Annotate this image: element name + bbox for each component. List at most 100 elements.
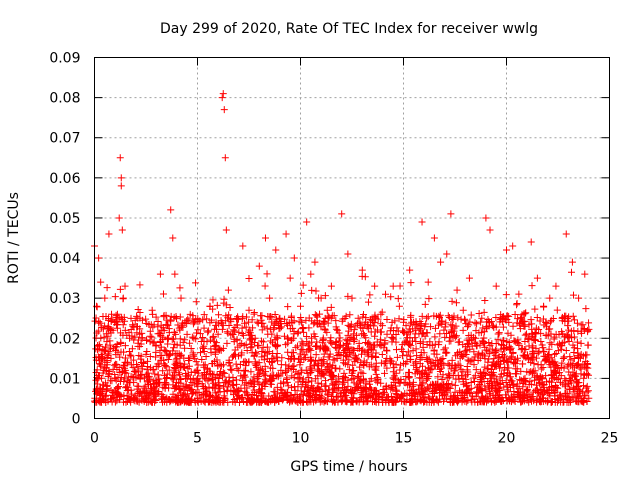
data-point [423, 329, 431, 337]
data-point [179, 323, 187, 331]
data-point [165, 329, 173, 337]
data-point [406, 328, 414, 336]
data-point [501, 364, 509, 372]
data-point [239, 242, 247, 250]
data-point [263, 343, 271, 351]
data-point [370, 322, 378, 330]
data-point [256, 386, 264, 394]
data-point [143, 337, 151, 345]
data-point [113, 361, 121, 369]
data-point [412, 358, 420, 366]
data-point [190, 388, 198, 396]
data-point [192, 279, 200, 287]
data-point [553, 398, 561, 406]
data-point [130, 336, 138, 344]
data-point [513, 319, 521, 327]
data-point [215, 375, 223, 383]
data-point [531, 336, 539, 344]
data-point [577, 365, 585, 373]
data-point [270, 388, 278, 396]
data-point [255, 359, 263, 367]
data-point [209, 396, 217, 404]
data-point [507, 331, 515, 339]
data-point [329, 356, 337, 364]
data-point [353, 373, 361, 381]
y-tick-label: 0 [72, 412, 81, 428]
data-point [338, 396, 346, 404]
data-point [496, 373, 504, 381]
data-point [183, 317, 191, 325]
data-point [320, 318, 328, 326]
data-point [227, 365, 235, 373]
data-point [517, 367, 525, 375]
data-point [172, 384, 180, 392]
data-point [277, 379, 285, 387]
data-point [121, 342, 129, 350]
data-point [127, 386, 135, 394]
data-point [383, 315, 391, 323]
data-point [428, 395, 436, 403]
data-point [296, 361, 304, 369]
data-point [277, 366, 285, 374]
data-point [342, 352, 350, 360]
data-point [326, 337, 334, 345]
data-point [378, 351, 386, 359]
data-point [366, 291, 374, 299]
data-point [159, 290, 167, 298]
data-point [289, 362, 297, 370]
data-point [207, 370, 215, 378]
data-point [335, 329, 343, 337]
data-point [235, 366, 243, 374]
data-point [172, 330, 180, 338]
data-point [569, 291, 577, 299]
data-point [198, 355, 206, 363]
data-point [289, 334, 297, 342]
data-point [242, 389, 250, 397]
data-point [416, 389, 424, 397]
data-point [127, 352, 135, 360]
data-point [552, 350, 560, 358]
data-point [251, 358, 259, 366]
data-point [209, 384, 217, 392]
data-point [550, 333, 558, 341]
data-point [378, 322, 386, 330]
data-point [408, 318, 416, 326]
data-point [321, 346, 329, 354]
data-point [405, 369, 413, 377]
data-point [371, 311, 379, 319]
data-point [117, 338, 125, 346]
data-point [568, 258, 576, 266]
data-point [356, 344, 364, 352]
data-point [549, 374, 557, 382]
data-point [94, 346, 102, 354]
data-point [97, 278, 105, 286]
data-point [451, 381, 459, 389]
data-point [308, 286, 316, 294]
data-point [195, 369, 203, 377]
data-point [371, 332, 379, 340]
data-point [326, 353, 334, 361]
data-point [261, 371, 269, 379]
data-point [257, 367, 265, 375]
data-point [548, 340, 556, 348]
data-point [533, 395, 541, 403]
data-point [212, 398, 220, 406]
data-point [322, 387, 330, 395]
data-point [452, 352, 460, 360]
data-point [156, 378, 164, 386]
data-point [585, 319, 593, 327]
data-point [133, 312, 141, 320]
data-point [94, 372, 102, 380]
data-point [348, 294, 356, 302]
data-point [264, 312, 272, 320]
data-point [372, 354, 380, 362]
data-point [176, 389, 184, 397]
data-point [312, 287, 320, 295]
data-point [149, 310, 157, 318]
data-point [363, 359, 371, 367]
data-point [404, 334, 412, 342]
data-point [98, 324, 106, 332]
data-point [573, 319, 581, 327]
data-point [465, 357, 473, 365]
data-point [324, 319, 332, 327]
